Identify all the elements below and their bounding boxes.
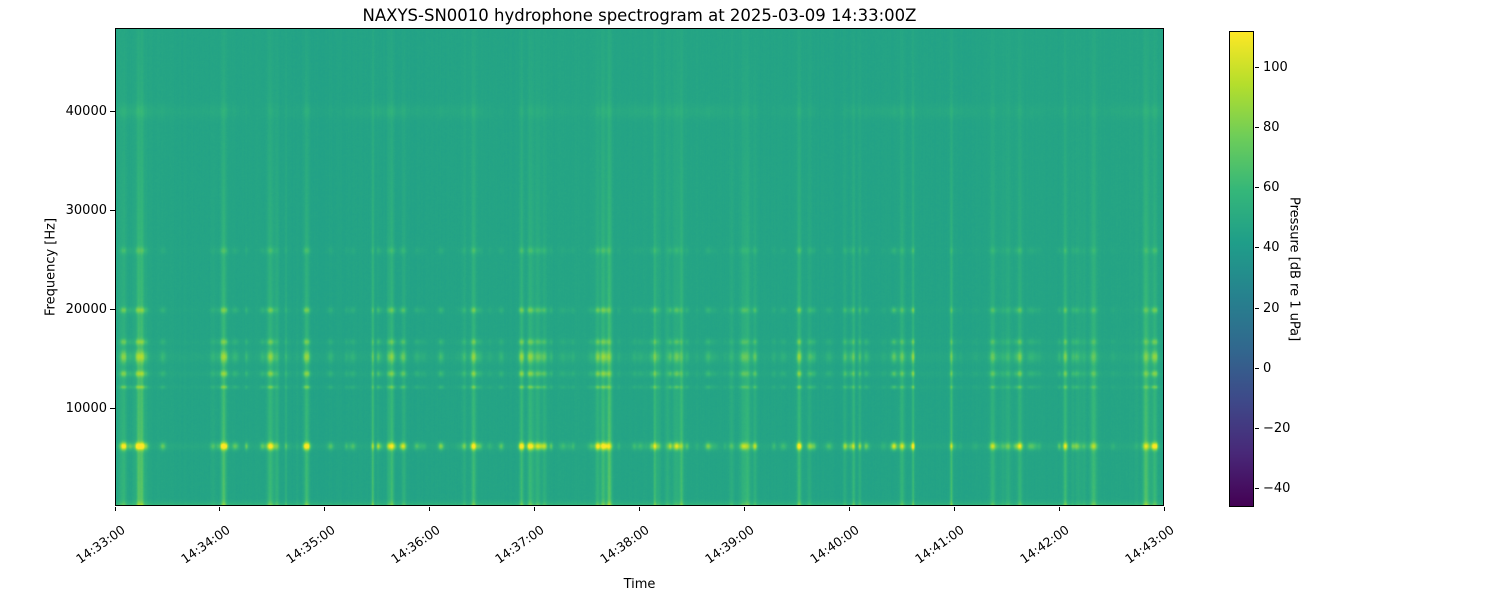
colorbar-tick-mark	[1255, 428, 1259, 430]
y-tick-label: 20000	[65, 302, 107, 318]
colorbar-tick-label: 20	[1263, 300, 1280, 316]
colorbar-tick-label: −40	[1263, 481, 1291, 497]
x-tick-label: 14:42:00	[1017, 522, 1072, 567]
chart-title: NAXYS-SN0010 hydrophone spectrogram at 2…	[362, 6, 917, 25]
colorbar-tick-mark	[1255, 247, 1259, 249]
x-tick-mark	[743, 507, 745, 511]
x-tick-mark	[1163, 507, 1165, 511]
x-tick-mark	[114, 507, 116, 511]
colorbar-tick-mark	[1255, 488, 1259, 490]
y-tick-label: 40000	[65, 103, 107, 119]
x-tick-label: 14:35:00	[282, 522, 338, 567]
y-tick-mark	[110, 110, 115, 112]
x-axis-label: Time	[623, 577, 656, 592]
colorbar-tick-label: −20	[1263, 421, 1291, 437]
x-tick-label: 14:38:00	[597, 522, 653, 567]
y-tick-mark	[110, 209, 115, 211]
colorbar-tick-mark	[1255, 307, 1259, 309]
colorbar-tick-mark	[1255, 66, 1259, 68]
x-tick-mark	[639, 507, 640, 511]
y-tick-label: 10000	[65, 401, 107, 417]
colorbar-tick-label: 40	[1263, 240, 1280, 256]
colorbar-tick-label: 100	[1263, 59, 1288, 75]
colorbar-tick-label: 60	[1263, 180, 1280, 196]
x-tick-mark	[953, 507, 955, 511]
x-tick-mark	[324, 507, 326, 511]
colorbar-label: Pressure [dB re 1 uPa]	[1286, 196, 1302, 342]
y-axis-label: Frequency [Hz]	[43, 217, 59, 317]
colorbar-gradient	[1229, 31, 1254, 507]
spectrogram-heatmap	[115, 28, 1164, 506]
x-tick-mark	[429, 507, 431, 511]
x-tick-mark	[534, 507, 536, 511]
x-tick-mark	[848, 507, 850, 511]
colorbar-tick-mark	[1255, 187, 1259, 189]
colorbar-tick-label: 80	[1263, 119, 1280, 135]
colorbar-tick-mark	[1255, 367, 1259, 369]
x-tick-label: 14:33:00	[73, 522, 128, 567]
x-tick-label: 14:34:00	[177, 522, 233, 567]
x-tick-label: 14:37:00	[492, 522, 548, 567]
x-tick-label: 14:43:00	[1122, 522, 1177, 567]
colorbar-tick-mark	[1255, 126, 1259, 128]
colorbar-tick-label: 0	[1263, 360, 1272, 376]
y-tick-label: 30000	[65, 202, 107, 218]
x-tick-mark	[1058, 507, 1060, 511]
y-tick-mark	[110, 309, 115, 311]
x-tick-label: 14:36:00	[387, 522, 443, 567]
x-tick-label: 14:40:00	[807, 522, 862, 567]
y-tick-mark	[110, 408, 115, 410]
x-tick-label: 14:39:00	[702, 522, 757, 567]
x-tick-mark	[219, 507, 221, 511]
x-tick-label: 14:41:00	[912, 522, 967, 567]
